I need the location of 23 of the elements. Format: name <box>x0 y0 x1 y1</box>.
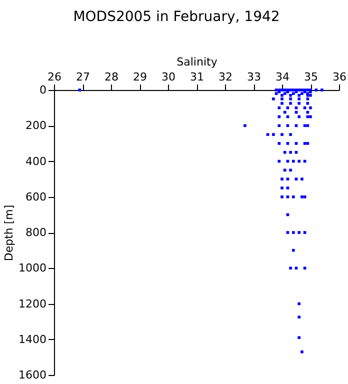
y-tick-label: 600 <box>26 190 46 204</box>
y-tick-label: 1600 <box>18 368 46 382</box>
x-tick-label: 31 <box>190 70 204 84</box>
y-tick-label: 1000 <box>18 262 46 275</box>
x-tick-label: 35 <box>304 70 318 84</box>
y-tick-label: 400 <box>26 154 46 168</box>
x-tick-label: 33 <box>247 70 261 84</box>
x-tick-label: 27 <box>76 70 90 84</box>
y-tick-label: 200 <box>26 119 46 132</box>
y-tick-label: 1200 <box>18 297 46 310</box>
y-tick-label: 0 <box>40 84 46 96</box>
x-tick-label: 30 <box>162 70 176 84</box>
y-tick-label: 1400 <box>18 332 46 346</box>
chart-title: MODS2005 in February, 1942 <box>73 9 280 25</box>
x-axis-title: Salinity <box>176 56 218 68</box>
x-tick-label: 36 <box>332 70 346 84</box>
x-tick-label: 32 <box>218 70 232 84</box>
x-tick-label: 34 <box>276 70 290 84</box>
x-tick-label: 28 <box>104 70 118 84</box>
y-tick-label: 800 <box>26 226 46 239</box>
x-tick-label: 29 <box>133 70 147 84</box>
y-axis-title: Depth [m] <box>2 204 16 262</box>
x-tick-label: 26 <box>48 70 62 84</box>
